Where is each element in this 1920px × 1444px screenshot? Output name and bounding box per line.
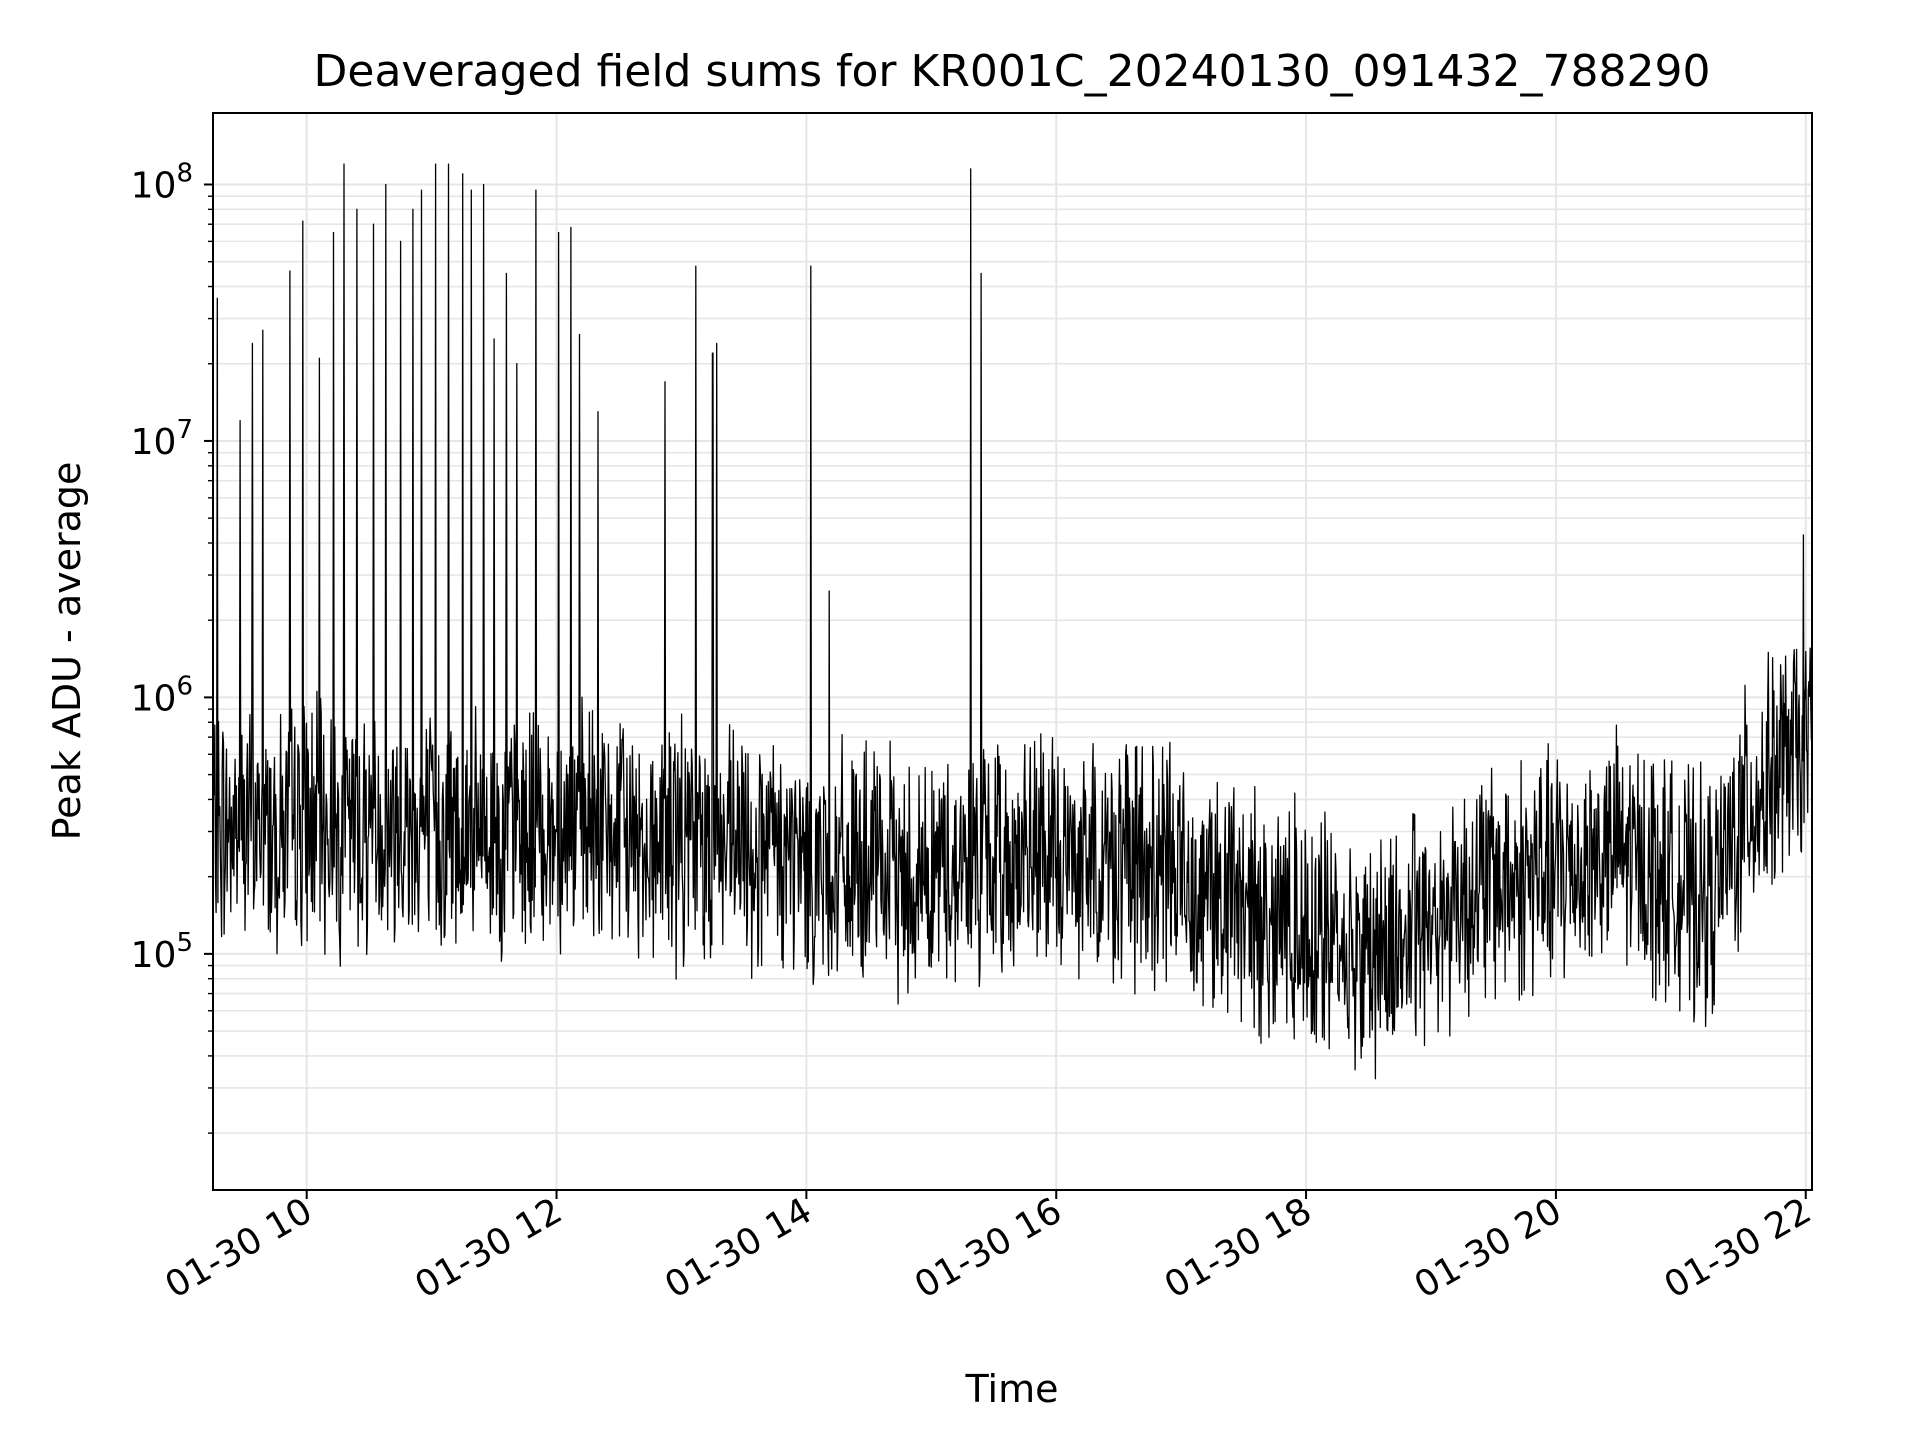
grid-layer (213, 113, 1812, 1190)
y-tick-exponent: 8 (176, 158, 193, 188)
y-axis-label: Peak ADU - average (45, 462, 89, 841)
y-tick-base: 10 (131, 165, 177, 206)
y-tick-label: 105 (131, 928, 193, 976)
x-tick-label: 01-30 14 (658, 1190, 819, 1306)
x-tick-label: 01-30 22 (1658, 1190, 1819, 1306)
series-line (212, 163, 1813, 1080)
x-tick-label: 01-30 10 (159, 1190, 320, 1306)
x-axis-label: Time (965, 1367, 1059, 1411)
y-tick-label: 106 (131, 671, 193, 719)
y-tick-base: 10 (131, 935, 177, 976)
y-tick-exponent: 6 (176, 671, 193, 701)
plot-frame (212, 112, 1813, 1191)
x-tick-label: 01-30 18 (1158, 1190, 1319, 1306)
chart-title: Deaveraged field sums for KR001C_2024013… (314, 46, 1711, 97)
x-tick-label: 01-30 16 (908, 1190, 1069, 1306)
x-tick-label: 01-30 20 (1408, 1190, 1569, 1306)
series-layer (212, 163, 1813, 1080)
y-tick-exponent: 5 (176, 928, 193, 958)
x-tick-label: 01-30 12 (408, 1190, 569, 1306)
y-tick-base: 10 (131, 422, 177, 463)
y-tick-base: 10 (131, 678, 177, 719)
y-tick-label: 107 (131, 415, 193, 463)
y-tick-label: 108 (131, 158, 193, 206)
y-tick-exponent: 7 (176, 415, 193, 445)
